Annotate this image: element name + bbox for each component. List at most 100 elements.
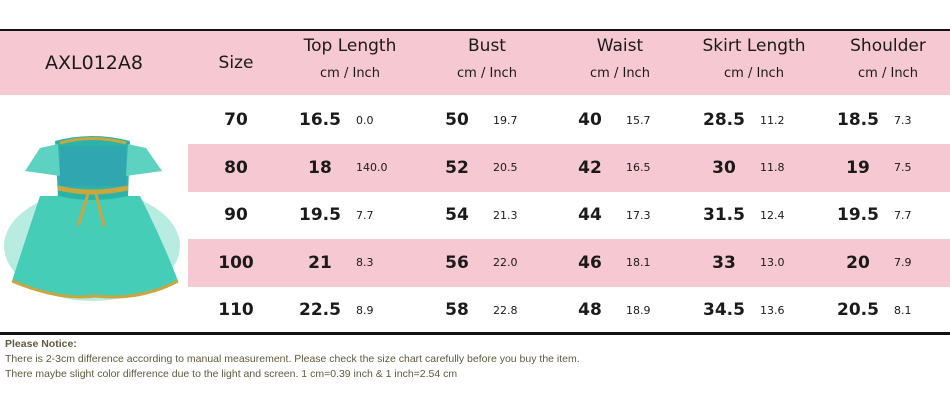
cm-value: 21 xyxy=(308,252,332,273)
cm-value: 48 xyxy=(578,300,602,320)
inch-value: 18.1 xyxy=(626,256,651,269)
measure-cell: 48 18.9 xyxy=(560,286,651,334)
divider-top xyxy=(0,29,950,31)
inch-value: 12.4 xyxy=(760,208,785,222)
inch-value: 20.5 xyxy=(493,161,518,174)
measure-cell: 20.5 8.1 xyxy=(828,286,912,334)
table-row: 70 16.5 0.0 50 19.7 40 15.7 28.5 11.2 18.5 7.3 xyxy=(0,96,950,144)
inch-value: 17.3 xyxy=(626,208,651,222)
size-cell: 80 xyxy=(200,144,272,192)
measure-cell: 50 19.7 xyxy=(427,96,518,144)
notice-title: Please Notice: xyxy=(5,338,77,350)
cm-value: 18 xyxy=(308,157,332,178)
cm-value: 18.5 xyxy=(837,110,879,130)
header-column: Waist cm / Inch xyxy=(550,36,690,81)
inch-value: 7.3 xyxy=(894,113,912,127)
measure-cell: 58 22.8 xyxy=(427,286,518,334)
cm-value: 46 xyxy=(578,252,602,273)
size-cell: 100 xyxy=(200,239,272,287)
cm-value: 20.5 xyxy=(837,300,879,320)
size-cell: 70 xyxy=(200,96,272,144)
measure-cell: 52 20.5 xyxy=(427,144,518,192)
column-title: Skirt Length xyxy=(702,36,806,56)
measure-cell: 19.5 7.7 xyxy=(828,191,912,239)
column-unit: cm / Inch xyxy=(590,66,650,81)
inch-value: 22.0 xyxy=(493,256,518,269)
measure-cell: 16.5 0.0 xyxy=(290,96,374,144)
dress-image xyxy=(4,136,180,301)
cm-value: 16.5 xyxy=(299,110,341,130)
inch-value: 8.3 xyxy=(356,256,374,269)
inch-value: 15.7 xyxy=(626,113,651,127)
column-unit: cm / Inch xyxy=(320,66,380,81)
header-column: Shoulder cm / Inch xyxy=(818,36,950,81)
measure-cell: 44 17.3 xyxy=(560,191,651,239)
cm-value: 28.5 xyxy=(703,110,745,130)
cm-value: 30 xyxy=(712,157,736,178)
measure-cell: 22.5 8.9 xyxy=(290,286,373,334)
header-size: Size xyxy=(218,53,254,73)
cm-value: 52 xyxy=(445,157,469,178)
measure-cell: 34.5 13.6 xyxy=(694,286,784,334)
size-value: 90 xyxy=(224,205,248,225)
inch-value: 7.7 xyxy=(356,208,374,222)
table-row: 110 22.5 8.9 58 22.8 48 18.9 34.5 13.6 20.5 8.1 xyxy=(0,286,950,334)
measure-cell: 31.5 12.4 xyxy=(694,191,785,239)
inch-value: 21.3 xyxy=(493,208,518,222)
notice-line: There maybe slight color difference due … xyxy=(5,368,458,380)
notice-line: There is 2-3cm difference according to m… xyxy=(5,353,580,365)
measure-cell: 54 21.3 xyxy=(427,191,518,239)
cm-value: 54 xyxy=(445,205,469,225)
measure-cell: 18.5 7.3 xyxy=(828,96,912,144)
inch-value: 11.2 xyxy=(760,113,785,127)
size-value: 100 xyxy=(218,252,254,273)
cm-value: 44 xyxy=(578,205,602,225)
measure-cell: 40 15.7 xyxy=(560,96,651,144)
inch-value: 22.8 xyxy=(493,303,518,317)
inch-value: 7.5 xyxy=(894,161,912,174)
column-title: Bust xyxy=(468,36,506,56)
column-unit: cm / Inch xyxy=(858,66,918,81)
cm-value: 22.5 xyxy=(299,300,341,320)
inch-value: 11.8 xyxy=(760,161,785,174)
column-title: Top Length xyxy=(303,36,397,56)
size-cell: 90 xyxy=(200,191,272,239)
cm-value: 33 xyxy=(712,252,736,273)
header-column: Top Length cm / Inch xyxy=(280,36,420,81)
measure-cell: 19.5 7.7 xyxy=(290,191,374,239)
inch-value: 7.7 xyxy=(894,208,912,222)
measure-cell: 20 7.9 xyxy=(828,239,911,287)
column-unit: cm / Inch xyxy=(457,66,517,81)
cm-value: 34.5 xyxy=(703,300,745,320)
cm-value: 50 xyxy=(445,110,469,130)
column-unit: cm / Inch xyxy=(724,66,784,81)
size-value: 80 xyxy=(224,157,248,178)
notice: Please Notice: There is 2-3cm difference… xyxy=(5,337,580,382)
measure-cell: 28.5 11.2 xyxy=(694,96,785,144)
measure-cell: 19 7.5 xyxy=(828,144,912,192)
inch-value: 18.9 xyxy=(626,303,651,317)
size-value: 70 xyxy=(224,110,248,130)
inch-value: 140.0 xyxy=(356,161,388,174)
inch-value: 16.5 xyxy=(626,161,651,174)
table-header xyxy=(0,31,950,95)
cm-value: 40 xyxy=(578,110,602,130)
cm-value: 20 xyxy=(846,252,870,273)
cm-value: 56 xyxy=(445,252,469,273)
product-photo xyxy=(0,96,188,332)
size-value: 110 xyxy=(218,300,254,320)
cm-value: 19 xyxy=(846,157,870,178)
measure-cell: 30 11.8 xyxy=(694,144,785,192)
measure-cell: 42 16.5 xyxy=(560,144,651,192)
header-column: Bust cm / Inch xyxy=(417,36,557,81)
inch-value: 19.7 xyxy=(493,113,518,127)
inch-value: 8.1 xyxy=(894,303,912,317)
divider-bottom xyxy=(0,332,950,335)
measure-cell: 33 13.0 xyxy=(694,239,784,287)
measure-cell: 56 22.0 xyxy=(427,239,518,287)
measure-cell: 21 8.3 xyxy=(290,239,374,287)
product-code: AXL012A8 xyxy=(45,52,143,74)
measure-cell: 46 18.1 xyxy=(560,239,651,287)
inch-value: 0.0 xyxy=(356,113,374,127)
size-cell: 110 xyxy=(200,286,272,334)
